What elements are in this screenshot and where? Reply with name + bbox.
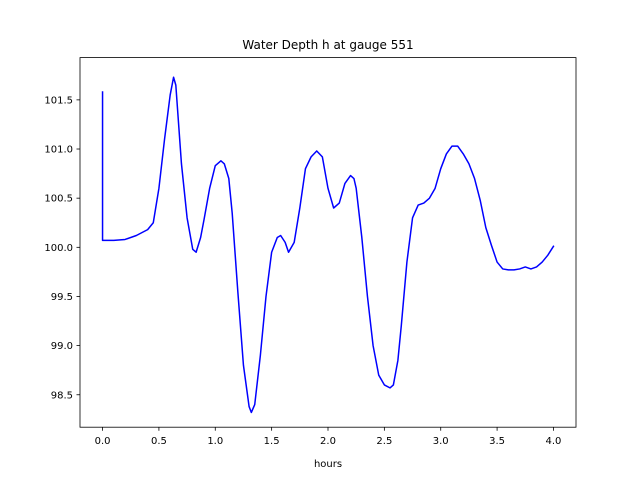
x-tick-label: 0.0 [95, 436, 111, 447]
x-tick-label: 0.5 [151, 436, 167, 447]
y-tick-label: 99.5 [51, 292, 73, 303]
x-tick-label: 3.5 [489, 436, 505, 447]
chart-title: Water Depth h at gauge 551 [242, 38, 413, 52]
y-axis-ticks: 98.5 99.0 99.5 100.0 100.5 101.0 101.5 [44, 95, 80, 401]
x-tick-label: 2.0 [320, 436, 336, 447]
y-tick-label: 100.5 [44, 194, 73, 205]
x-axis-label: hours [314, 459, 342, 470]
y-tick-label: 101.5 [44, 95, 73, 106]
x-tick-label: 1.5 [264, 436, 280, 447]
x-tick-label: 1.0 [207, 436, 223, 447]
x-tick-label: 4.0 [546, 436, 562, 447]
x-tick-label: 3.0 [433, 436, 449, 447]
series-layer [101, 76, 555, 414]
x-tick-label: 2.5 [376, 436, 392, 447]
y-tick-label: 98.5 [51, 390, 73, 401]
series-line-0 [101, 76, 555, 414]
y-tick-label: 101.0 [44, 145, 73, 156]
plot-area [80, 57, 576, 428]
y-tick-label: 100.0 [44, 243, 73, 254]
y-tick-label: 99.0 [51, 341, 73, 352]
x-axis-ticks: 0.0 0.5 1.0 1.5 2.0 2.5 3.0 3.5 4.0 [95, 427, 562, 447]
